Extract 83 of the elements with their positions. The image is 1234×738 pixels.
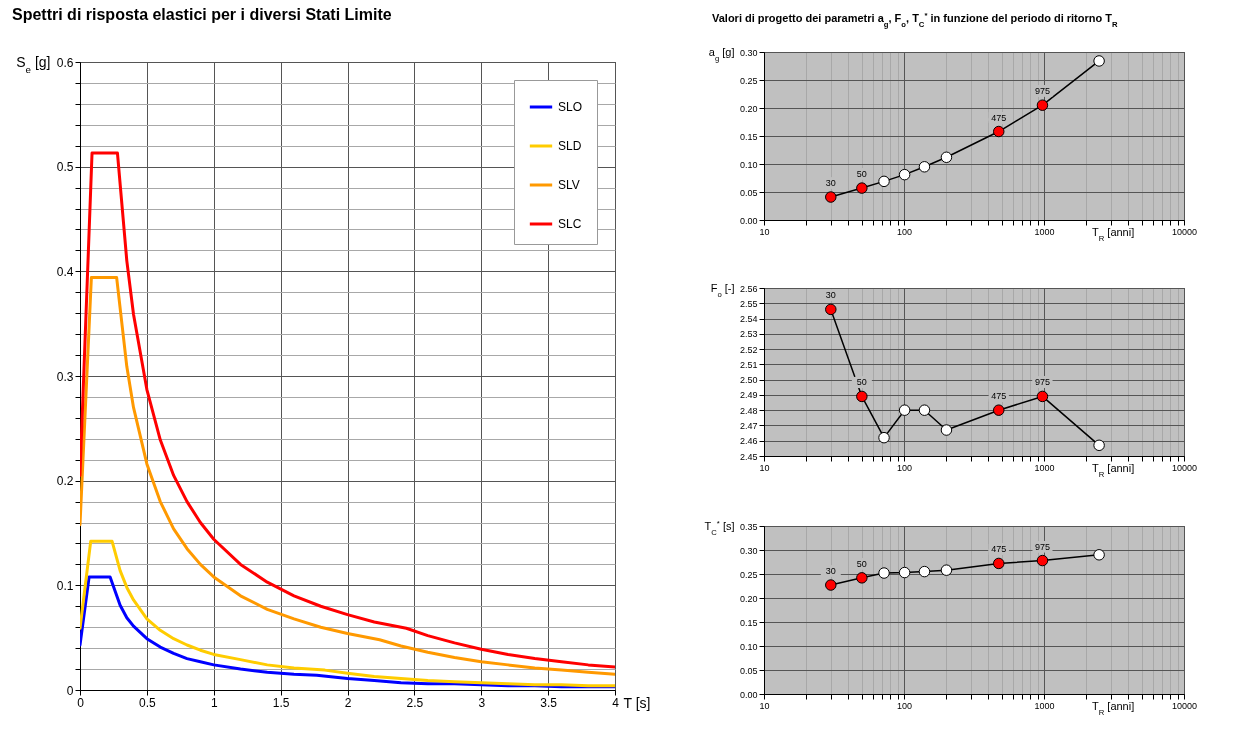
y-tick-label: 0.20 xyxy=(739,593,758,604)
x-tick-label: 2 xyxy=(344,695,352,710)
y-tick-label: 2.45 xyxy=(739,451,758,462)
annotation: 30 xyxy=(825,178,836,189)
line-series xyxy=(80,276,615,676)
annotation: 975 xyxy=(1034,86,1050,97)
legend-label: SLC xyxy=(558,217,582,231)
annotation: 50 xyxy=(856,377,867,388)
x-tick-label: 10 xyxy=(759,462,770,473)
y-tick-label: 2.50 xyxy=(739,375,758,386)
y-tick-label: 2.47 xyxy=(739,420,758,431)
y-tick-label: 0.1 xyxy=(56,578,74,593)
y-tick-label: 0 xyxy=(66,683,74,698)
y-tick-label: 2.56 xyxy=(739,283,758,294)
x-axis-title: T$_{R}$ [anni] xyxy=(1091,699,1135,716)
y-tick-label: 2.46 xyxy=(739,436,758,447)
y-axis-title: S$_{e}$ [g] xyxy=(16,53,51,74)
y-tick-label: 0.05 xyxy=(739,665,758,676)
legend-label: SLO xyxy=(558,100,583,114)
x-tick-label: 100 xyxy=(896,226,913,237)
annotation: 475 xyxy=(991,112,1007,123)
chart-title: Spettri di risposta elastici per i diversi Stati Limite xyxy=(12,6,392,23)
annotation: 30 xyxy=(825,566,836,577)
y-tick-label: 0.10 xyxy=(739,641,758,652)
y-tick-label: 0.10 xyxy=(739,159,758,170)
y-tick-label: 2.54 xyxy=(739,314,758,325)
chart-title: Valori di progetto dei parametri a$_{g}$, F$_{o}$, T$_{C}$$^{*}$ in funzione del periodo di ritorno T$_{R}$ xyxy=(712,10,1118,29)
x-tick-label: 3 xyxy=(478,695,486,710)
y-tick-label: 0.25 xyxy=(739,75,758,86)
x-tick-label: 1 xyxy=(210,695,218,710)
x-tick-label: 3.5 xyxy=(540,695,558,710)
legend-label: SLV xyxy=(558,178,580,192)
y-tick-label: 2.53 xyxy=(739,329,758,340)
y-tick-label: 2.55 xyxy=(739,298,758,309)
x-tick-label: 10000 xyxy=(1171,226,1198,237)
x-tick-label: 4 xyxy=(612,695,620,710)
annotation: 30 xyxy=(825,290,836,301)
y-tick-label: 0.00 xyxy=(739,215,758,226)
line-series xyxy=(80,151,615,669)
y-tick-label: 2.48 xyxy=(739,405,758,416)
x-tick-label: 2.5 xyxy=(406,695,424,710)
x-tick-label: 1000 xyxy=(1034,700,1055,711)
x-axis-title: T [s] xyxy=(623,694,651,711)
y-tick-label: 0.35 xyxy=(739,521,758,532)
y-tick-label: 0.05 xyxy=(739,187,758,198)
y-tick-label: 0.00 xyxy=(739,689,758,700)
y-tick-label: 2.51 xyxy=(739,359,758,370)
y-tick-label: 0.2 xyxy=(56,474,74,489)
y-tick-label: 0.25 xyxy=(739,569,758,580)
annotation: 50 xyxy=(856,558,867,569)
y-tick-label: 0.15 xyxy=(739,131,758,142)
y-tick-label: 2.49 xyxy=(739,390,758,401)
x-axis-title: T$_{R}$ [anni] xyxy=(1091,225,1135,242)
x-tick-label: 10 xyxy=(759,226,770,237)
annotation: 50 xyxy=(856,169,867,180)
x-tick-label: 100 xyxy=(896,700,913,711)
y-tick-label: 2.52 xyxy=(739,344,758,355)
y-axis-title: F$_{o}$ [-] xyxy=(710,281,735,298)
y-tick-label: 0.15 xyxy=(739,617,758,628)
x-tick-label: 1000 xyxy=(1034,226,1055,237)
y-tick-label: 0.30 xyxy=(739,47,758,58)
annotation: 975 xyxy=(1034,377,1050,388)
x-tick-label: 1000 xyxy=(1034,462,1055,473)
x-tick-label: 10 xyxy=(759,700,770,711)
annotation: 475 xyxy=(991,391,1007,402)
legend-label: SLD xyxy=(558,139,582,153)
y-tick-label: 0.6 xyxy=(56,55,74,70)
y-tick-label: 0.30 xyxy=(739,545,758,556)
x-tick-label: 100 xyxy=(896,462,913,473)
y-tick-label: 0.3 xyxy=(56,369,74,384)
x-tick-label: 0 xyxy=(77,695,85,710)
x-axis-title: T$_{R}$ [anni] xyxy=(1091,461,1135,478)
x-tick-label: 0.5 xyxy=(139,695,157,710)
x-tick-label: 10000 xyxy=(1171,700,1198,711)
x-tick-label: 1.5 xyxy=(272,695,290,710)
y-axis-title: T$_{C}$$^{*}$ [s] xyxy=(704,518,735,536)
y-tick-label: 0.20 xyxy=(739,103,758,114)
annotation: 475 xyxy=(991,544,1007,555)
y-tick-label: 0.4 xyxy=(56,264,74,279)
y-tick-label: 0.5 xyxy=(56,160,74,175)
annotation: 975 xyxy=(1034,541,1050,552)
x-tick-label: 10000 xyxy=(1171,462,1198,473)
y-axis-title: a$_{g}$ [g] xyxy=(708,45,735,62)
